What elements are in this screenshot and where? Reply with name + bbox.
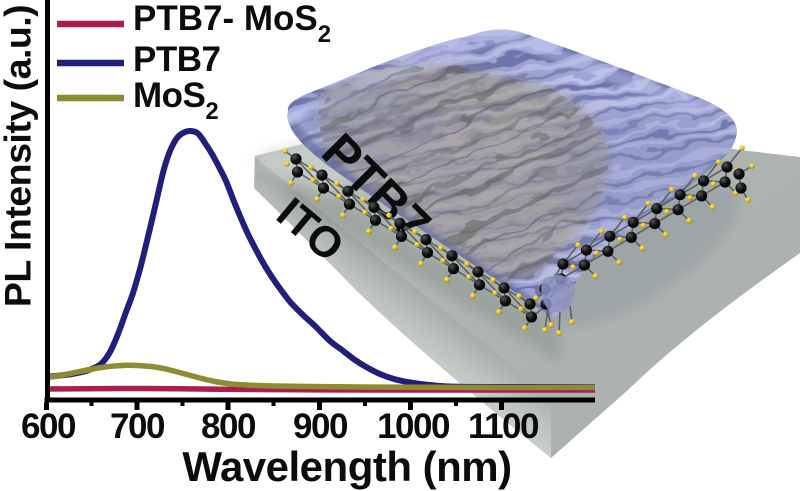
svg-text:600: 600	[21, 407, 76, 446]
svg-text:1100: 1100	[468, 407, 539, 446]
svg-text:1000: 1000	[377, 407, 450, 446]
svg-text:PTB7: PTB7	[133, 40, 220, 79]
svg-text:Wavelength (nm): Wavelength (nm)	[182, 443, 511, 490]
svg-text:PL Intensity (a.u.): PL Intensity (a.u.)	[0, 5, 39, 307]
svg-text:900: 900	[293, 407, 348, 446]
svg-text:700: 700	[110, 407, 165, 446]
svg-text:800: 800	[201, 407, 256, 446]
